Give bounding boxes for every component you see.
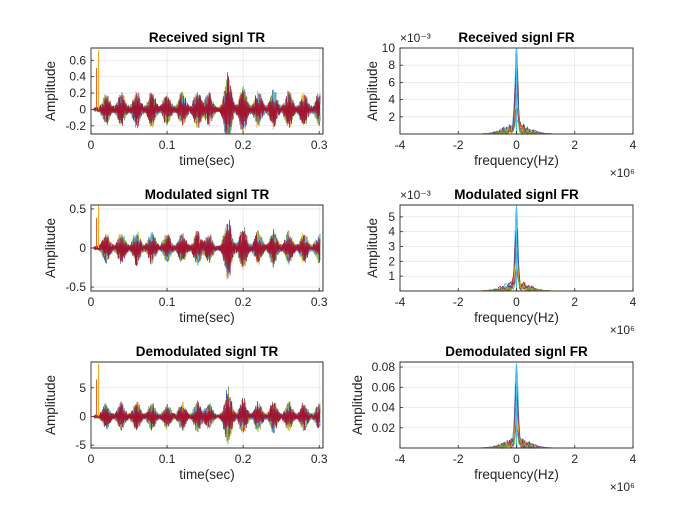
y-tick-label: 5: [79, 381, 86, 395]
series-group: [93, 205, 321, 280]
x-axis-label: frequency(Hz): [474, 467, 559, 482]
y-tick-label: 6: [388, 75, 395, 89]
x-tick-label: 0.3: [311, 452, 328, 466]
x-tick-label: 0: [88, 295, 95, 309]
x-tick-label: 0.1: [159, 452, 176, 466]
x-tick-label: 2: [571, 138, 578, 152]
x-tick-label: -4: [395, 138, 406, 152]
x-tick-label: 0.2: [235, 452, 252, 466]
y-exponent: ×10⁻³: [400, 188, 431, 202]
x-tick-label: 0.1: [159, 138, 176, 152]
x-tick-label: -2: [453, 138, 464, 152]
x-tick-label: 2: [571, 452, 578, 466]
y-exponent: ×10⁻³: [400, 31, 431, 45]
x-axis-label: time(sec): [179, 467, 235, 482]
y-axis-label: Amplitude: [43, 218, 58, 278]
x-exponent: ×10⁶: [610, 323, 635, 337]
y-tick-label: 0.08: [372, 360, 396, 374]
y-axis-label: Amplitude: [43, 375, 58, 435]
plot-6: -4 -2 0 2 4 0.02 0.04 0.06 0.08 Demodulated signl…: [350, 344, 637, 494]
x-tick-label: 4: [630, 138, 637, 152]
series-line: [93, 223, 321, 275]
plot-title: Received signl TR: [149, 30, 266, 45]
series-group: [93, 363, 321, 445]
plot-2: -4 -2 0 2 4 2 4 6 8 10 Received signl FR frequency(…: [365, 30, 637, 180]
y-tick-label: 10: [382, 41, 396, 55]
y-tick-label: 4: [388, 93, 395, 107]
x-tick-label: 4: [630, 295, 637, 309]
y-axis-label: Amplitude: [350, 375, 365, 435]
axes-border: [90, 47, 324, 135]
y-tick-label: -0.5: [65, 280, 86, 294]
x-tick-label: 2: [571, 295, 578, 309]
x-tick-label: -2: [453, 452, 464, 466]
series-group: [93, 50, 321, 135]
series-line: [93, 72, 321, 135]
x-tick-label: -4: [395, 295, 406, 309]
y-axis-label: Amplitude: [365, 218, 380, 278]
x-tick-label: 0: [88, 452, 95, 466]
x-tick-label: -2: [453, 295, 464, 309]
plot-title: Modulated signl FR: [454, 187, 579, 202]
plot-title: Modulated signl TR: [145, 187, 270, 202]
x-exponent: ×10⁶: [610, 166, 635, 180]
y-tick-label: 4: [388, 225, 395, 239]
x-tick-label: -4: [395, 452, 406, 466]
x-tick-label: 0: [513, 138, 520, 152]
y-tick-label: 8: [388, 58, 395, 72]
x-tick-label: 0: [513, 452, 520, 466]
y-tick-label: 2: [388, 110, 395, 124]
x-tick-label: 0: [513, 295, 520, 309]
series-line: [93, 398, 321, 440]
x-tick-label: 0.2: [235, 295, 252, 309]
y-tick-label: 0.06: [372, 380, 396, 394]
y-axis-label: Amplitude: [365, 61, 380, 121]
x-axis-label: time(sec): [179, 310, 235, 325]
y-axis-label: Amplitude: [43, 61, 58, 121]
x-tick-label: 0.2: [235, 138, 252, 152]
y-tick-label: -0.2: [65, 119, 86, 133]
x-axis-label: time(sec): [179, 153, 235, 168]
x-tick-label: 0: [88, 138, 95, 152]
x-axis-label: frequency(Hz): [474, 310, 559, 325]
x-tick-label: 0.3: [311, 138, 328, 152]
y-tick-label: 5: [388, 210, 395, 224]
plot-title: Received signl FR: [458, 30, 575, 45]
y-tick-label: 0.04: [372, 401, 396, 415]
y-tick-label: 2: [388, 254, 395, 268]
y-tick-label: 0: [79, 241, 86, 255]
y-tick-label: 0.2: [69, 86, 86, 100]
x-tick-label: 4: [630, 452, 637, 466]
x-tick-label: 0.3: [311, 295, 328, 309]
y-tick-label: 0.02: [372, 421, 396, 435]
plot-title: Demodulated signl TR: [136, 344, 279, 359]
x-exponent: ×10⁶: [610, 480, 635, 494]
series-line: [93, 219, 321, 279]
x-tick-label: 0.1: [159, 295, 176, 309]
axes-frame: [90, 47, 324, 135]
y-tick-label: 3: [388, 240, 395, 254]
y-tick-label: 0: [79, 409, 86, 423]
y-tick-label: -5: [75, 438, 86, 452]
y-tick-label: 0.6: [69, 53, 86, 67]
axes-border: [90, 361, 324, 449]
y-tick-label: 0.4: [69, 70, 86, 84]
y-tick-label: 0.5: [69, 202, 86, 216]
x-axis-label: frequency(Hz): [474, 153, 559, 168]
y-tick-label: 1: [388, 269, 395, 283]
plot-title: Demodulated signl FR: [445, 344, 588, 359]
y-tick-label: 0: [79, 102, 86, 116]
